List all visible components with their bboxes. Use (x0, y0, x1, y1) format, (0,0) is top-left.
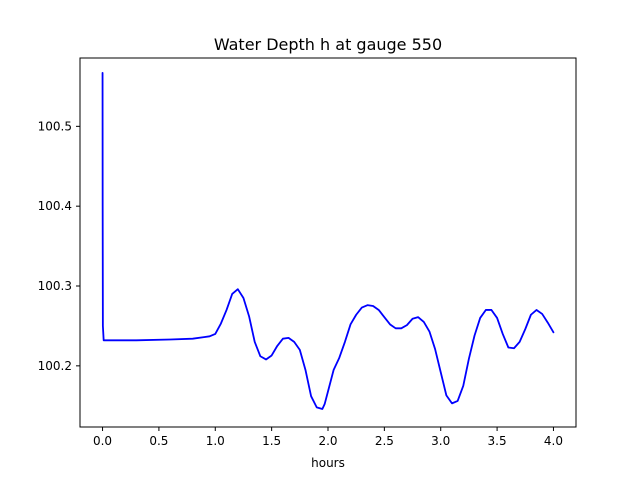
plot-area (80, 58, 576, 427)
series-line-0 (101, 71, 555, 410)
y-tick-label: 100.3 (38, 279, 72, 293)
x-tick-label: 1.5 (262, 434, 281, 448)
y-tick-label: 100.5 (38, 119, 72, 133)
x-tick-label: 4.0 (544, 434, 563, 448)
x-axis: 0.0 0.5 1.0 1.5 2.0 2.5 3.0 3.5 4.0 (93, 427, 563, 448)
x-tick-label: 3.5 (488, 434, 507, 448)
x-tick-label: 2.0 (318, 434, 337, 448)
x-axis-label: hours (311, 456, 345, 470)
x-tick-label: 3.0 (431, 434, 450, 448)
y-axis: 100.2 100.3 100.4 100.5 (38, 119, 80, 373)
y-tick-label: 100.2 (38, 359, 72, 373)
x-tick-label: 1.0 (206, 434, 225, 448)
x-tick-label: 0.0 (93, 434, 112, 448)
chart-title: Water Depth h at gauge 550 (214, 35, 442, 54)
x-tick-label: 0.5 (149, 434, 168, 448)
plot-background (80, 58, 576, 427)
x-tick-label: 2.5 (375, 434, 394, 448)
series-layer (101, 71, 555, 410)
y-tick-label: 100.4 (38, 199, 72, 213)
